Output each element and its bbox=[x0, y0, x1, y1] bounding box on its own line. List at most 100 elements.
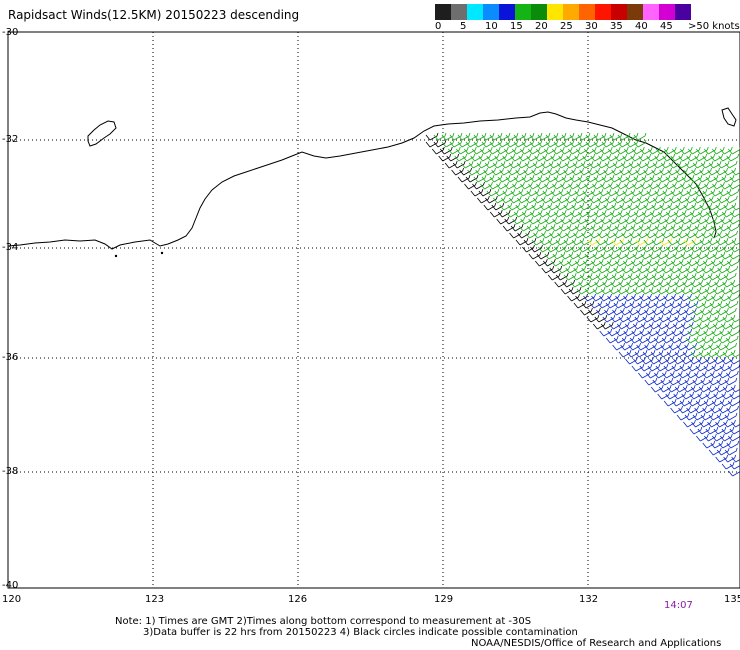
wind-barb bbox=[698, 349, 712, 358]
wind-barb bbox=[671, 146, 685, 155]
wind-barb bbox=[491, 202, 505, 211]
wind-barb bbox=[728, 253, 740, 260]
wind-barb bbox=[478, 188, 492, 197]
wind-barb bbox=[724, 377, 738, 386]
wind-barb bbox=[729, 463, 740, 470]
wind-barb bbox=[505, 139, 519, 148]
wind-barb bbox=[583, 258, 596, 267]
wind-barb bbox=[633, 132, 647, 141]
wind-barb bbox=[511, 146, 525, 155]
wind-barb bbox=[513, 132, 527, 141]
wind-barb bbox=[600, 251, 614, 260]
wind-barb bbox=[713, 391, 727, 400]
wind-barb bbox=[662, 370, 675, 379]
wind-barb bbox=[543, 258, 556, 267]
wind-barb bbox=[678, 370, 691, 379]
wind-barb bbox=[576, 181, 589, 190]
kangaroo-island-coast bbox=[87, 120, 117, 147]
wind-barb bbox=[614, 223, 628, 232]
wind-barb bbox=[544, 216, 558, 225]
wind-barb bbox=[638, 153, 652, 162]
wind-barb bbox=[587, 202, 601, 211]
wind-barb bbox=[636, 342, 649, 351]
wind-barb bbox=[677, 195, 690, 204]
wind-barb bbox=[553, 209, 567, 218]
wind-barb bbox=[652, 160, 666, 169]
wind-barb bbox=[585, 209, 599, 218]
pass-time-label: 14:07 bbox=[664, 600, 693, 611]
wind-barb bbox=[452, 160, 466, 169]
wind-barb bbox=[690, 279, 704, 288]
wind-barb bbox=[569, 139, 583, 148]
wind-barb bbox=[725, 300, 739, 309]
wind-barb bbox=[624, 181, 637, 190]
wind-barb bbox=[629, 195, 642, 204]
colorbar-swatch bbox=[467, 4, 483, 20]
wind-barb bbox=[680, 216, 694, 225]
wind-barb bbox=[459, 167, 472, 176]
wind-barb bbox=[600, 321, 614, 330]
wind-barb bbox=[538, 244, 551, 253]
wind-barb bbox=[610, 244, 623, 253]
wind-barb bbox=[711, 328, 725, 337]
wind-barb bbox=[565, 230, 578, 239]
wind-barb bbox=[665, 391, 679, 400]
wind-barb bbox=[695, 258, 708, 267]
wind-barb bbox=[494, 188, 508, 197]
wind-barb bbox=[635, 202, 649, 211]
wind-barb bbox=[621, 195, 634, 204]
wind-barb bbox=[624, 251, 638, 260]
wind-barb bbox=[711, 293, 724, 302]
colorbar-swatch bbox=[499, 4, 515, 20]
wind-barb bbox=[694, 370, 707, 379]
wind-barb bbox=[612, 160, 626, 169]
wind-barb bbox=[587, 167, 600, 176]
wind-barb bbox=[630, 188, 644, 197]
wind-barb bbox=[687, 328, 701, 337]
wind-barb bbox=[536, 181, 549, 190]
wind-barb bbox=[685, 335, 699, 344]
wind-barb bbox=[510, 223, 524, 232]
wind-barb bbox=[721, 209, 735, 218]
wind-barb bbox=[483, 167, 496, 176]
wind-barb bbox=[647, 328, 661, 337]
wind-barb bbox=[617, 209, 631, 218]
wind-barb bbox=[712, 251, 726, 260]
wind-barb bbox=[579, 272, 593, 281]
wind-barb bbox=[690, 384, 704, 393]
wind-barb bbox=[597, 230, 610, 239]
wind-speed-colorbar bbox=[435, 4, 691, 20]
wind-barb bbox=[569, 209, 583, 218]
wind-barb bbox=[710, 440, 724, 449]
wind-barb bbox=[531, 202, 545, 211]
wind-barb bbox=[724, 342, 737, 351]
wind-barb bbox=[614, 153, 628, 162]
wind-barb bbox=[671, 293, 684, 302]
wind-barb bbox=[645, 230, 658, 239]
wind-barb bbox=[530, 244, 543, 253]
wind-barb bbox=[699, 202, 713, 211]
wind-barb bbox=[704, 433, 717, 442]
wind-barb bbox=[678, 223, 692, 232]
wind-barb bbox=[716, 342, 729, 351]
wind-barb bbox=[677, 265, 691, 274]
wind-barb bbox=[668, 377, 682, 386]
wind-barb bbox=[608, 251, 622, 260]
wind-barb bbox=[644, 377, 658, 386]
wind-barb bbox=[689, 356, 702, 365]
wind-barb bbox=[610, 314, 624, 323]
wind-barb bbox=[473, 174, 487, 183]
wind-barb bbox=[585, 174, 599, 183]
wind-barb bbox=[689, 426, 703, 435]
wind-barb bbox=[648, 286, 662, 295]
wind-barb bbox=[728, 323, 740, 330]
wind-barb bbox=[622, 153, 636, 162]
wind-barb bbox=[594, 244, 607, 253]
wind-barb bbox=[731, 169, 740, 176]
wind-barb bbox=[535, 258, 548, 267]
wind-barb bbox=[587, 237, 601, 246]
wind-barb bbox=[596, 307, 609, 316]
wind-barb bbox=[688, 286, 702, 295]
wind-barb bbox=[718, 188, 732, 197]
wind-barb bbox=[631, 293, 644, 302]
